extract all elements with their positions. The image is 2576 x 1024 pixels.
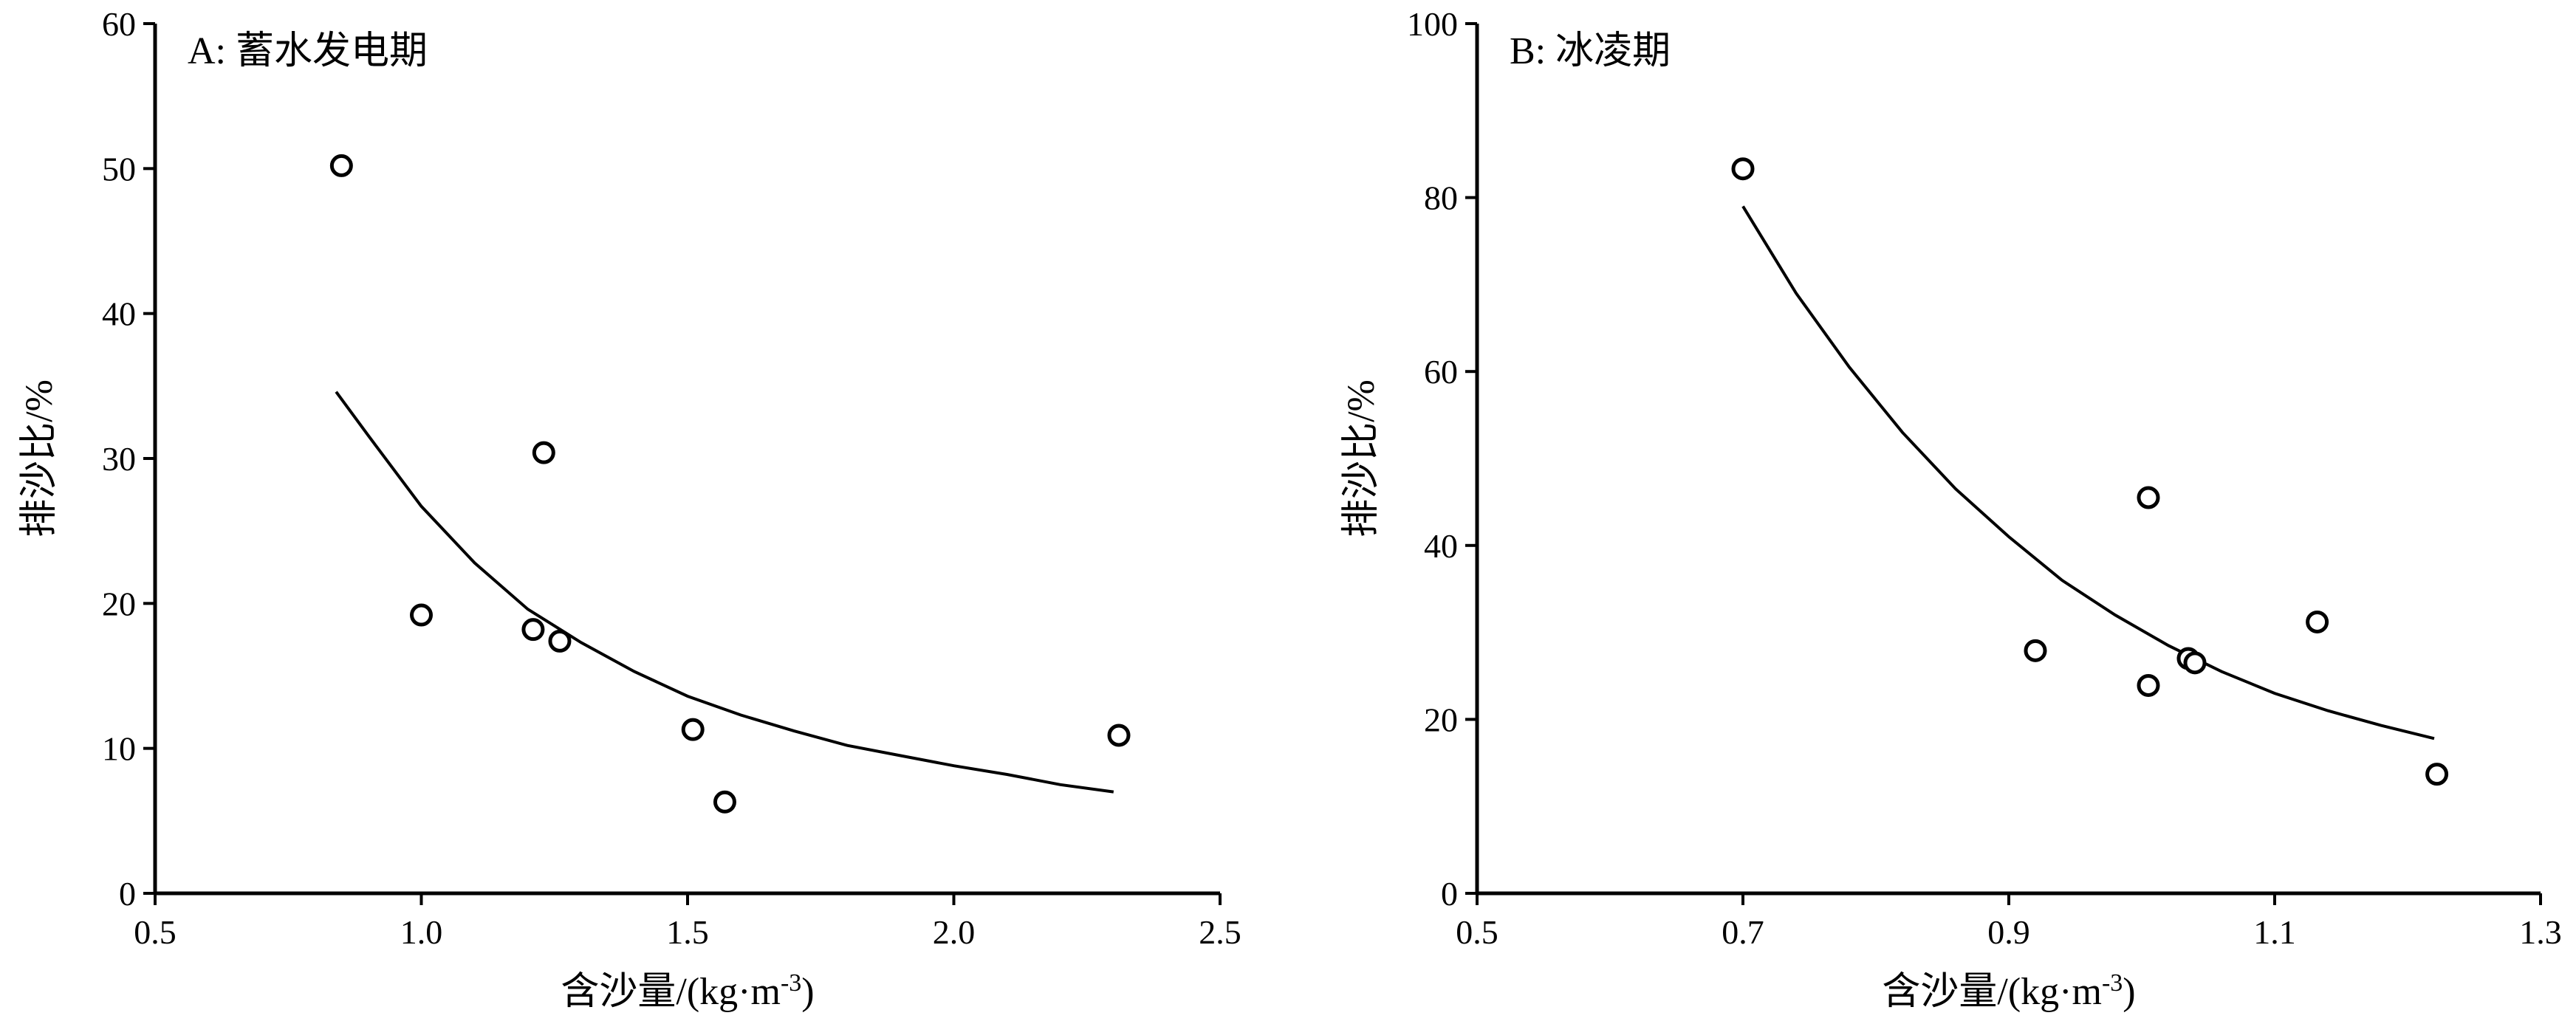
- x-tick-label: 1.3: [2519, 913, 2562, 951]
- data-point: [1731, 157, 1755, 181]
- panel-title: B: 冰凌期: [1510, 30, 1671, 72]
- y-tick-label: 10: [102, 730, 136, 768]
- x-tick-label: 2.5: [1199, 913, 1241, 951]
- x-axis-label: 含沙量/(kg·m-3): [561, 969, 814, 1013]
- x-axis-label: 含沙量/(kg·m-3): [1882, 969, 2135, 1013]
- fit-curve: [1741, 205, 2435, 740]
- y-tick-label: 0: [119, 875, 136, 913]
- y-tick-label: 20: [1424, 701, 1458, 738]
- data-point: [532, 441, 555, 464]
- data-point: [329, 154, 353, 177]
- data-point: [713, 790, 736, 814]
- data-point: [2137, 486, 2160, 509]
- y-tick-label: 80: [1424, 179, 1458, 217]
- data-point: [548, 629, 572, 653]
- y-tick-label: 0: [1441, 875, 1458, 913]
- panel-title: A: 蓄水发电期: [188, 30, 428, 72]
- panel-a: 0 10 20 30 40 50 60 0.5 1.0 1.5 2.0 2.5 A: 蓄水发电期含沙量/…: [18, 5, 1241, 1013]
- y-tick-label: 40: [102, 295, 136, 333]
- x-tick-label: 0.9: [1987, 913, 2030, 951]
- x-tick-label: 2.0: [933, 913, 976, 951]
- y-tick-label: 50: [102, 150, 136, 188]
- y-axis-label: 排沙比/%: [1340, 379, 1383, 537]
- x-tick-label: 1.1: [2253, 913, 2296, 951]
- x-tick-label: 1.5: [666, 913, 709, 951]
- y-tick-label: 30: [102, 440, 136, 478]
- data-point: [681, 718, 705, 741]
- y-tick-label: 40: [1424, 527, 1458, 565]
- data-point: [1107, 724, 1131, 747]
- data-point: [2024, 639, 2047, 662]
- x-tick-label: 0.7: [1722, 913, 1764, 951]
- y-tick-label: 60: [1424, 353, 1458, 391]
- x-tick-label: 0.5: [134, 913, 177, 951]
- data-point: [2137, 673, 2160, 697]
- data-point: [2425, 763, 2449, 786]
- data-point: [521, 618, 545, 642]
- y-tick-label: 20: [102, 585, 136, 622]
- fit-curve: [335, 391, 1114, 794]
- x-tick-label: 0.5: [1456, 913, 1498, 951]
- y-tick-label: 100: [1407, 5, 1458, 43]
- data-point: [2183, 651, 2207, 675]
- data-point: [2306, 610, 2329, 633]
- x-tick-label: 1.0: [400, 913, 443, 951]
- data-point: [410, 603, 433, 627]
- y-tick-label: 60: [102, 5, 136, 43]
- y-axis-label: 排沙比/%: [18, 379, 61, 537]
- panel-b: 0 20 40 60 80 100 0.5 0.7 0.9 1.1 1.3 B: 冰凌期含沙量/(kg…: [1340, 5, 2562, 1013]
